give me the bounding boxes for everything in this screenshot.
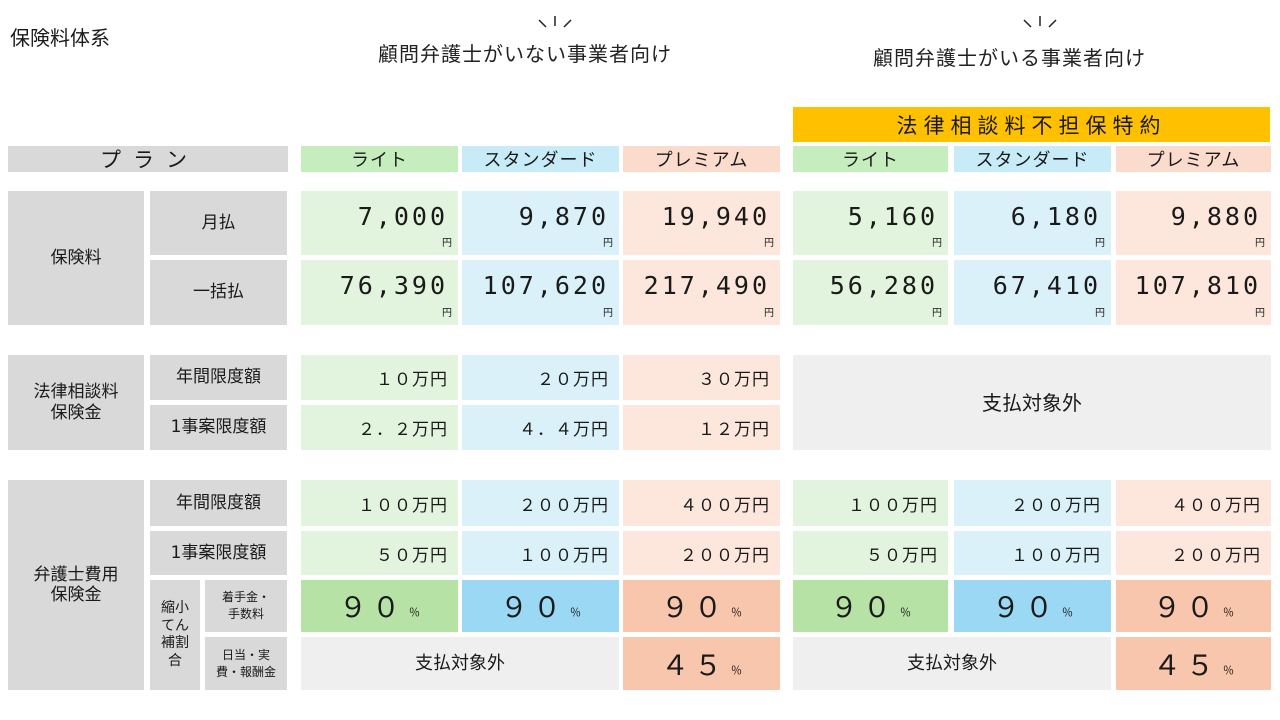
amount-cell: １００万円 <box>301 480 458 526</box>
page-title: 保険料体系 <box>10 26 110 50</box>
header-no-counsel: 顧問弁護士がいない事業者向け <box>378 42 672 66</box>
price-cell: 19,940 円 <box>623 191 780 255</box>
amount-cell: １０万円 <box>301 355 458 400</box>
price-cell: 107,810 円 <box>1116 260 1271 325</box>
price-cell: 67,410 円 <box>954 260 1111 325</box>
reduced-coverage-ratio-label: 縮小てん補割合 <box>150 580 200 690</box>
amount-cell: ５０万円 <box>301 531 458 575</box>
plan-header-premium: プレミアム <box>623 146 780 172</box>
amount-cell: ４００万円 <box>623 480 780 526</box>
amount-cell: ４００万円 <box>1116 480 1271 526</box>
plan-header-lite: ライト <box>793 146 948 172</box>
plan-header-standard: スタンダード <box>954 146 1111 172</box>
amount-cell: １００万円 <box>462 531 619 575</box>
ratio-cell: ９０ ％ <box>623 580 780 632</box>
annual-limit-label: 年間限度額 <box>150 355 287 400</box>
monthly-label: 月払 <box>150 191 287 255</box>
premium-label: 保険料 <box>8 191 144 325</box>
amount-cell: ３０万円 <box>623 355 780 400</box>
not-covered-cell: 支払対象外 <box>793 637 1111 690</box>
price-cell: 6,180 円 <box>954 191 1111 255</box>
amount-cell: １００万円 <box>954 531 1111 575</box>
price-cell: 5,160 円 <box>793 191 948 255</box>
lump-sum-label: 一括払 <box>150 260 287 325</box>
price-cell: 9,870 円 <box>462 191 619 255</box>
amount-cell: ２００万円 <box>462 480 619 526</box>
amount-cell: ２００万円 <box>1116 531 1271 575</box>
annual-limit-label: 年間限度額 <box>150 480 287 526</box>
amount-cell: １２万円 <box>623 405 780 450</box>
ratio-cell: ４５ ％ <box>1116 637 1271 690</box>
plan-header-standard: スタンダード <box>462 146 619 172</box>
ratio-cell: ９０ ％ <box>301 580 458 632</box>
amount-cell: １００万円 <box>793 480 948 526</box>
header-with-counsel: 顧問弁護士がいる事業者向け <box>873 46 1146 70</box>
amount-cell: ５０万円 <box>793 531 948 575</box>
price-cell: 56,280 円 <box>793 260 948 325</box>
amount-cell: ２００万円 <box>623 531 780 575</box>
price-cell: 9,880 円 <box>1116 191 1271 255</box>
plan-header-premium: プレミアム <box>1116 146 1271 172</box>
per-case-limit-label: 1事案限度額 <box>150 405 287 450</box>
amount-cell: ２００万円 <box>954 480 1111 526</box>
ratio-cell: ９０ ％ <box>1116 580 1271 632</box>
ratio-cell: ９０ ％ <box>793 580 948 632</box>
not-covered-cell: 支払対象外 <box>301 637 619 690</box>
not-covered-cell: 支払対象外 <box>793 355 1271 450</box>
price-cell: 107,620 円 <box>462 260 619 325</box>
daily-expenses-label: 日当・実 費・報酬金 <box>205 637 287 690</box>
plan-label: プラン <box>8 146 288 172</box>
emphasis-mark-icon <box>1023 16 1057 28</box>
emphasis-mark-icon <box>538 16 572 28</box>
special-rider-banner: 法律相談料不担保特約 <box>793 107 1270 142</box>
lawyer-fee-insurance-label: 弁護士費用 保険金 <box>8 480 144 690</box>
price-cell: 76,390 円 <box>301 260 458 325</box>
ratio-cell: ４５ ％ <box>623 637 780 690</box>
price-cell: 217,490 円 <box>623 260 780 325</box>
ratio-cell: ９０ ％ <box>462 580 619 632</box>
amount-cell: ４．４万円 <box>462 405 619 450</box>
consult-insurance-label: 法律相談料 保険金 <box>8 355 144 450</box>
amount-cell: ２．２万円 <box>301 405 458 450</box>
plan-header-lite: ライト <box>301 146 458 172</box>
ratio-cell: ９０ ％ <box>954 580 1111 632</box>
amount-cell: ２０万円 <box>462 355 619 400</box>
price-cell: 7,000 円 <box>301 191 458 255</box>
per-case-limit-label: 1事案限度額 <box>150 531 287 575</box>
retainer-fee-label: 着手金・ 手数料 <box>205 580 287 632</box>
